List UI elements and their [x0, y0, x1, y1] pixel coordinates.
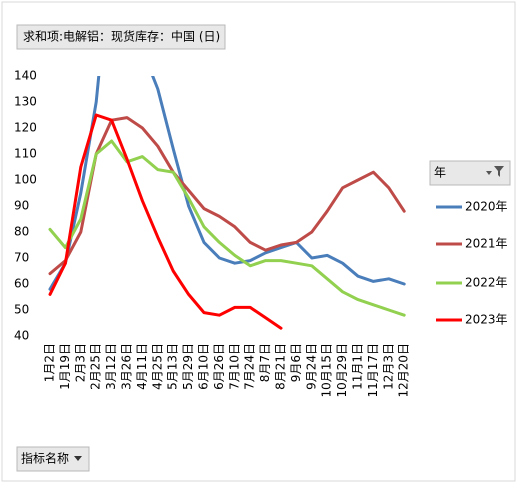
x-tick-label: 6月10日 [197, 343, 211, 390]
series-line [48, 116, 406, 276]
y-tick-label: 50 [14, 303, 29, 317]
filter-label: 指标名称 [21, 451, 69, 466]
x-tick-label: 9月24日 [304, 343, 318, 390]
legend-label: 2022年 [465, 276, 508, 290]
legend-label: 2021年 [465, 237, 508, 251]
x-tick-label: 4月11日 [135, 343, 149, 390]
chart-title: 求和项:电解铝：现货库存：中国 (日) [23, 29, 220, 44]
x-tick-label: 12月20日 [397, 343, 411, 398]
y-tick-label: 120 [14, 121, 37, 135]
series-line [48, 113, 283, 330]
x-tick-label: 4月25日 [150, 343, 164, 390]
y-tick-label: 60 [14, 277, 29, 291]
legend-label: 2023年 [465, 313, 508, 327]
x-tick-label: 8月7日 [258, 343, 272, 382]
x-tick-label: 8月21日 [274, 343, 288, 390]
y-tick-label: 70 [14, 251, 29, 265]
y-tick-label: 140 [14, 69, 37, 83]
x-tick-label: 5月13日 [166, 343, 180, 390]
x-tick-label: 3月12日 [104, 343, 118, 390]
y-tick-label: 130 [14, 95, 37, 109]
legend-header[interactable] [429, 160, 511, 186]
y-tick-label: 90 [14, 199, 29, 213]
filter-icon [486, 166, 504, 177]
y-tick-label: 40 [14, 329, 29, 343]
x-tick-label: 1月2日 [43, 343, 57, 382]
x-tick-label: 7月10日 [227, 343, 241, 390]
x-tick-label: 6月26日 [212, 343, 226, 390]
series-line [48, 139, 406, 317]
x-tick-label: 3月26日 [120, 343, 134, 390]
y-tick-label: 80 [14, 225, 29, 239]
x-tick-label: 2月3日 [73, 343, 87, 382]
x-tick-label: 5月29日 [181, 343, 195, 390]
x-tick-label: 10月15日 [320, 343, 334, 398]
legend-title: 年 [434, 166, 446, 180]
x-tick-label: 12月3日 [381, 343, 395, 390]
x-tick-label: 10月29日 [335, 343, 349, 398]
y-tick-label: 110 [14, 147, 37, 161]
plot-area [48, 76, 406, 330]
x-tick-label: 11月17日 [366, 343, 380, 398]
y-tick-label: 100 [14, 173, 37, 187]
x-tick-label: 9月6日 [289, 343, 303, 382]
field-button[interactable] [16, 24, 226, 50]
legend-label: 2020年 [465, 200, 508, 214]
x-tick-label: 11月1日 [351, 343, 365, 390]
dropdown-arrow [74, 456, 82, 461]
x-tick-label: 1月19日 [58, 343, 72, 390]
x-tick-label: 2月25日 [89, 343, 103, 390]
x-tick-label: 7月24日 [243, 343, 257, 390]
series-line [48, 76, 406, 291]
